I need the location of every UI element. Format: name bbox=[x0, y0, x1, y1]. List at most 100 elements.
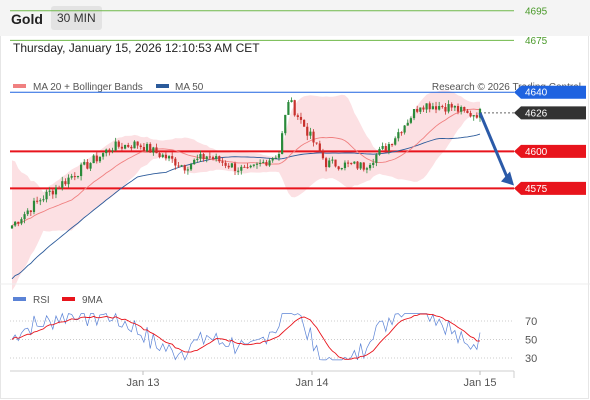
level-labels: 4695 4675 4640 4626 4600 4575 bbox=[514, 6, 586, 195]
candle-body bbox=[111, 150, 114, 152]
candle-body bbox=[463, 106, 466, 111]
candle-body bbox=[243, 166, 246, 168]
candle-body bbox=[54, 187, 58, 195]
candle-body bbox=[36, 200, 39, 202]
candle-body bbox=[312, 131, 315, 143]
x-tick-label: Jan 13 bbox=[126, 377, 159, 389]
candle-body bbox=[425, 103, 428, 110]
rsi-legend-swatch bbox=[13, 297, 26, 301]
candle-body bbox=[224, 162, 227, 166]
candle-body bbox=[218, 156, 221, 162]
candle-body bbox=[89, 163, 92, 169]
rsi-tick-label-50: 50 bbox=[525, 335, 537, 347]
candle-body bbox=[368, 164, 372, 169]
candle-body bbox=[164, 154, 168, 159]
copyright-label: Research © 2026 Trading Central bbox=[432, 82, 581, 93]
level-tag-4626 bbox=[514, 106, 586, 120]
candle-body bbox=[20, 219, 23, 224]
candle-body bbox=[17, 221, 20, 224]
candle-body bbox=[108, 149, 111, 152]
candle-body bbox=[281, 133, 284, 154]
candle-body bbox=[406, 122, 409, 126]
candle-body bbox=[136, 141, 139, 146]
candle-body bbox=[293, 100, 296, 116]
candle-body bbox=[362, 162, 365, 170]
candle-body bbox=[246, 167, 249, 169]
ma50-legend-label: MA 50 bbox=[175, 82, 204, 93]
candle-body bbox=[409, 118, 412, 123]
candle-body bbox=[105, 149, 108, 154]
price-levels bbox=[10, 10, 514, 190]
candle-body bbox=[287, 102, 290, 115]
candle-body bbox=[76, 176, 80, 178]
candle-body bbox=[171, 156, 174, 159]
candle-body bbox=[394, 138, 397, 145]
moving-averages bbox=[11, 108, 481, 280]
candle-body bbox=[328, 160, 331, 168]
candle-body bbox=[252, 164, 255, 166]
candle-body bbox=[86, 162, 89, 169]
candle-body bbox=[353, 161, 356, 164]
candle-body bbox=[428, 103, 431, 110]
candle-body bbox=[221, 161, 224, 163]
candle-body bbox=[177, 165, 180, 167]
candle-body bbox=[158, 153, 161, 158]
candle-body bbox=[262, 161, 265, 163]
candle-body bbox=[61, 181, 64, 189]
candle-body bbox=[346, 162, 350, 164]
candle-body bbox=[296, 115, 299, 117]
candle-body bbox=[422, 107, 425, 110]
candle-body bbox=[387, 144, 391, 151]
candle-body bbox=[117, 141, 120, 147]
candle-body bbox=[259, 162, 262, 164]
candle-body bbox=[334, 159, 337, 167]
candle-body bbox=[139, 145, 142, 148]
candle-body bbox=[215, 156, 218, 159]
level-label-4575: 4575 bbox=[525, 184, 548, 195]
candle-body bbox=[58, 187, 61, 189]
rsi-ma-legend-swatch bbox=[62, 297, 75, 301]
candle-body bbox=[127, 144, 130, 147]
candle-body bbox=[145, 144, 149, 152]
level-tag-4600 bbox=[514, 144, 586, 158]
instrument-title: Gold bbox=[11, 11, 43, 27]
candle-body bbox=[211, 157, 215, 159]
rsi-ma-legend-label: 9MA bbox=[82, 295, 103, 306]
candle-body bbox=[419, 107, 422, 112]
candle-body bbox=[412, 109, 416, 119]
candle-body bbox=[152, 147, 155, 153]
candle-body bbox=[469, 112, 472, 117]
candle-body bbox=[450, 104, 453, 108]
candle-body bbox=[384, 145, 387, 151]
candle-body bbox=[189, 164, 193, 170]
ma20-line bbox=[11, 108, 481, 226]
rsi-tick-label-30: 30 bbox=[525, 353, 537, 365]
candle-body bbox=[299, 116, 303, 120]
candle-body bbox=[381, 145, 384, 149]
level-tag-4575 bbox=[514, 181, 586, 195]
candles bbox=[10, 97, 482, 229]
candle-body bbox=[321, 151, 325, 159]
forecast-arrow-shaft bbox=[478, 112, 510, 181]
candle-body bbox=[130, 146, 133, 149]
level-label-4640: 4640 bbox=[525, 88, 548, 99]
candle-body bbox=[92, 155, 95, 164]
candle-body bbox=[309, 131, 312, 136]
candle-body bbox=[315, 142, 318, 144]
rsi-line bbox=[11, 312, 481, 361]
candle-body bbox=[98, 156, 102, 162]
x-tick-label: Jan 15 bbox=[463, 377, 496, 389]
level-label-4600: 4600 bbox=[525, 147, 548, 158]
ma50-legend-swatch bbox=[156, 84, 169, 88]
candle-body bbox=[356, 161, 359, 169]
candle-body bbox=[73, 176, 76, 178]
timeframe-button[interactable]: 30 MIN bbox=[51, 6, 102, 30]
candle-body bbox=[26, 210, 29, 215]
candle-body bbox=[290, 100, 293, 103]
candle-body bbox=[390, 144, 394, 146]
candle-body bbox=[340, 168, 343, 170]
candle-body bbox=[447, 104, 450, 112]
candle-body bbox=[120, 146, 124, 149]
candle-body bbox=[196, 158, 199, 160]
level-label-4675: 4675 bbox=[525, 36, 548, 47]
